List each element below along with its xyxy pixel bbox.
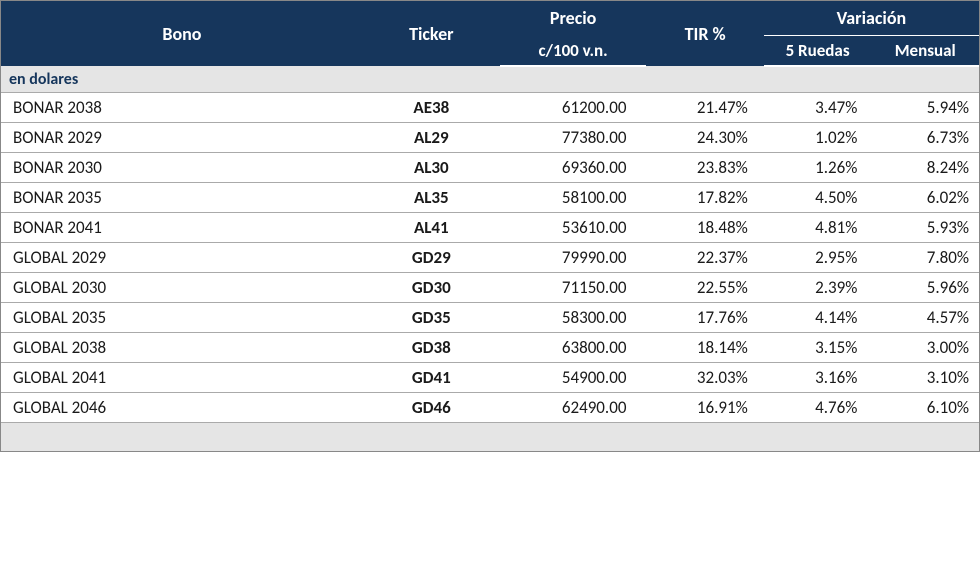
cell-var5: 1.02% <box>764 123 872 153</box>
cell-precio: 77380.00 <box>500 123 647 153</box>
cell-ticker: AE38 <box>363 93 500 123</box>
cell-ticker: AL29 <box>363 123 500 153</box>
header-precio-line2: c/100 v.n. <box>500 36 647 67</box>
cell-precio: 71150.00 <box>500 273 647 303</box>
cell-ticker: AL35 <box>363 183 500 213</box>
bond-table-wrapper: Bono Ticker Precio TIR % Variación c/100… <box>0 0 980 452</box>
footer-row <box>1 423 979 451</box>
cell-tir: 21.47% <box>646 93 763 123</box>
cell-bono: GLOBAL 2038 <box>1 333 363 363</box>
cell-bono: BONAR 2029 <box>1 123 363 153</box>
table-header: Bono Ticker Precio TIR % Variación c/100… <box>1 1 979 66</box>
cell-tir: 16.91% <box>646 393 763 423</box>
header-tir: TIR % <box>646 1 763 66</box>
cell-ticker: GD41 <box>363 363 500 393</box>
cell-tir: 17.76% <box>646 303 763 333</box>
cell-var5: 3.47% <box>764 93 872 123</box>
table-row: GLOBAL 2030GD3071150.0022.55%2.39%5.96% <box>1 273 979 303</box>
section-label: en dolares <box>1 66 979 93</box>
cell-ticker: AL41 <box>363 213 500 243</box>
table-row: BONAR 2035AL3558100.0017.82%4.50%6.02% <box>1 183 979 213</box>
table-row: BONAR 2038AE3861200.0021.47%3.47%5.94% <box>1 93 979 123</box>
cell-varm: 3.10% <box>871 363 979 393</box>
header-ticker: Ticker <box>363 1 500 66</box>
cell-tir: 18.14% <box>646 333 763 363</box>
cell-precio: 62490.00 <box>500 393 647 423</box>
cell-varm: 8.24% <box>871 153 979 183</box>
table-row: BONAR 2029AL2977380.0024.30%1.02%6.73% <box>1 123 979 153</box>
header-var-5ruedas: 5 Ruedas <box>764 36 872 67</box>
table-row: GLOBAL 2041GD4154900.0032.03%3.16%3.10% <box>1 363 979 393</box>
cell-bono: GLOBAL 2046 <box>1 393 363 423</box>
cell-var5: 1.26% <box>764 153 872 183</box>
cell-var5: 4.76% <box>764 393 872 423</box>
cell-var5: 3.16% <box>764 363 872 393</box>
cell-tir: 17.82% <box>646 183 763 213</box>
table-row: BONAR 2030AL3069360.0023.83%1.26%8.24% <box>1 153 979 183</box>
cell-precio: 61200.00 <box>500 93 647 123</box>
table-row: GLOBAL 2038GD3863800.0018.14%3.15%3.00% <box>1 333 979 363</box>
cell-ticker: GD35 <box>363 303 500 333</box>
table-row: GLOBAL 2046GD4662490.0016.91%4.76%6.10% <box>1 393 979 423</box>
cell-bono: GLOBAL 2030 <box>1 273 363 303</box>
cell-tir: 23.83% <box>646 153 763 183</box>
cell-ticker: AL30 <box>363 153 500 183</box>
table-row: GLOBAL 2035GD3558300.0017.76%4.14%4.57% <box>1 303 979 333</box>
cell-precio: 58100.00 <box>500 183 647 213</box>
footer-cell <box>1 423 979 451</box>
cell-bono: GLOBAL 2041 <box>1 363 363 393</box>
header-bono: Bono <box>1 1 363 66</box>
cell-ticker: GD29 <box>363 243 500 273</box>
cell-bono: GLOBAL 2029 <box>1 243 363 273</box>
cell-precio: 58300.00 <box>500 303 647 333</box>
header-variacion: Variación <box>764 1 979 36</box>
cell-precio: 53610.00 <box>500 213 647 243</box>
table-row: BONAR 2041AL4153610.0018.48%4.81%5.93% <box>1 213 979 243</box>
cell-tir: 22.55% <box>646 273 763 303</box>
cell-var5: 2.95% <box>764 243 872 273</box>
cell-varm: 3.00% <box>871 333 979 363</box>
table-body: en dolares BONAR 2038AE3861200.0021.47%3… <box>1 66 979 451</box>
cell-varm: 6.73% <box>871 123 979 153</box>
cell-precio: 79990.00 <box>500 243 647 273</box>
section-row: en dolares <box>1 66 979 93</box>
cell-var5: 4.81% <box>764 213 872 243</box>
header-var-mensual: Mensual <box>871 36 979 67</box>
cell-ticker: GD30 <box>363 273 500 303</box>
cell-precio: 69360.00 <box>500 153 647 183</box>
cell-precio: 54900.00 <box>500 363 647 393</box>
cell-varm: 4.57% <box>871 303 979 333</box>
cell-bono: BONAR 2038 <box>1 93 363 123</box>
cell-ticker: GD46 <box>363 393 500 423</box>
cell-bono: BONAR 2041 <box>1 213 363 243</box>
cell-var5: 3.15% <box>764 333 872 363</box>
cell-ticker: GD38 <box>363 333 500 363</box>
cell-tir: 18.48% <box>646 213 763 243</box>
cell-varm: 6.02% <box>871 183 979 213</box>
cell-tir: 24.30% <box>646 123 763 153</box>
cell-varm: 5.96% <box>871 273 979 303</box>
cell-bono: GLOBAL 2035 <box>1 303 363 333</box>
cell-var5: 4.50% <box>764 183 872 213</box>
cell-var5: 2.39% <box>764 273 872 303</box>
cell-tir: 32.03% <box>646 363 763 393</box>
cell-varm: 7.80% <box>871 243 979 273</box>
cell-precio: 63800.00 <box>500 333 647 363</box>
header-precio-line1: Precio <box>500 1 647 36</box>
cell-var5: 4.14% <box>764 303 872 333</box>
cell-varm: 5.94% <box>871 93 979 123</box>
bond-table: Bono Ticker Precio TIR % Variación c/100… <box>1 1 979 451</box>
table-row: GLOBAL 2029GD2979990.0022.37%2.95%7.80% <box>1 243 979 273</box>
cell-bono: BONAR 2035 <box>1 183 363 213</box>
cell-varm: 5.93% <box>871 213 979 243</box>
cell-bono: BONAR 2030 <box>1 153 363 183</box>
cell-varm: 6.10% <box>871 393 979 423</box>
cell-tir: 22.37% <box>646 243 763 273</box>
